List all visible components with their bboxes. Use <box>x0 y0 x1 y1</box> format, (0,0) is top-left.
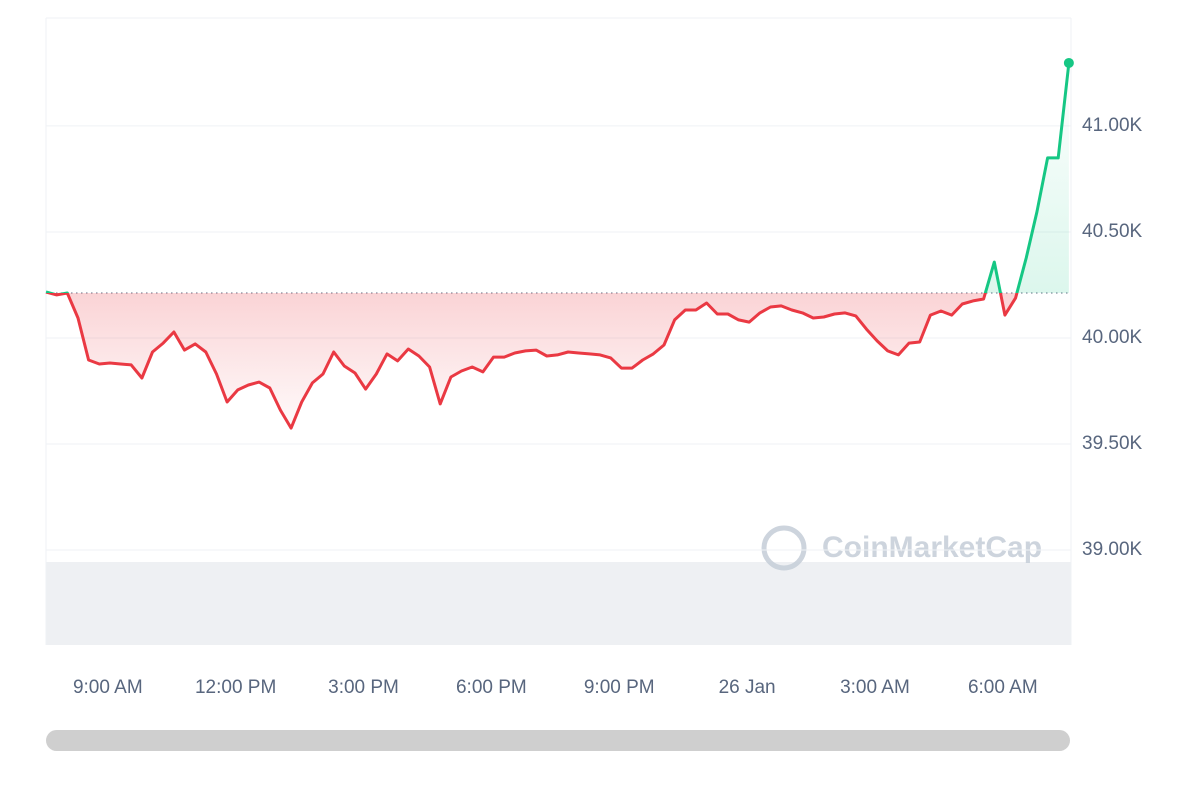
x-tick-label: 3:00 PM <box>328 677 399 698</box>
area-down <box>46 293 1069 429</box>
scrollbar[interactable] <box>46 730 1070 751</box>
x-tick-label: 6:00 AM <box>968 677 1038 698</box>
watermark-text: CoinMarketCap <box>822 531 1042 564</box>
x-tick-label: 9:00 AM <box>73 677 143 698</box>
x-tick-label: 26 Jan <box>719 677 776 698</box>
price-line-up <box>45 62 1071 294</box>
area-up <box>46 63 1069 294</box>
volume-area <box>46 562 1071 645</box>
y-tick-label: 40.00K <box>1082 327 1143 348</box>
x-tick-label: 3:00 AM <box>840 677 910 698</box>
last-point <box>1063 57 1074 68</box>
y-tick-label: 39.50K <box>1082 433 1143 454</box>
y-tick-label: 39.00K <box>1082 539 1143 560</box>
price-line-down <box>45 293 1019 430</box>
x-tick-label: 6:00 PM <box>456 677 527 698</box>
x-tick-label: 9:00 PM <box>584 677 655 698</box>
y-tick-label: 41.00K <box>1082 115 1143 136</box>
x-tick-label: 12:00 PM <box>195 677 276 698</box>
watermark: CoinMarketCap <box>761 525 1042 571</box>
watermark-logo <box>761 525 807 571</box>
y-tick-label: 40.50K <box>1082 221 1143 242</box>
